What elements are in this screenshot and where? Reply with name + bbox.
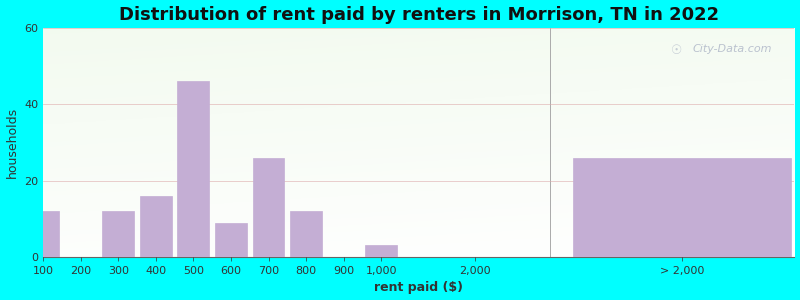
Bar [140,196,172,257]
Bar [366,245,397,257]
Bar [253,158,285,257]
Text: ☉: ☉ [670,44,682,57]
Text: City-Data.com: City-Data.com [693,44,772,54]
Bar [215,223,247,257]
Y-axis label: households: households [6,107,18,178]
Title: Distribution of rent paid by renters in Morrison, TN in 2022: Distribution of rent paid by renters in … [118,6,719,24]
X-axis label: rent paid ($): rent paid ($) [374,281,463,294]
Bar [290,211,322,257]
Bar [27,211,59,257]
Bar [102,211,134,257]
Bar [573,158,790,257]
Bar [178,81,210,257]
